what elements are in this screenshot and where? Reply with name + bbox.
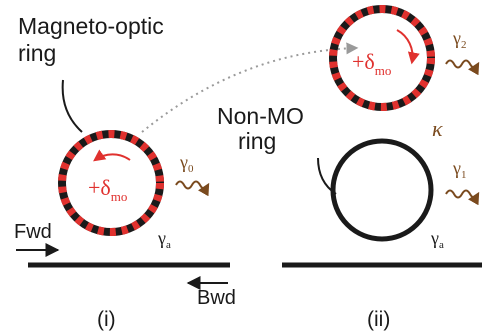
bwd-label: Bwd xyxy=(197,287,236,309)
gamma-0-label: γ0 xyxy=(179,152,194,175)
mo-label-pointer xyxy=(61,79,83,133)
gamma-a-label-ii: γa xyxy=(430,228,444,251)
non-mo-label-line1: Non-MO xyxy=(217,103,304,129)
gamma-1-label: γ1 xyxy=(452,158,466,181)
gamma-2-label: γ2 xyxy=(452,28,466,51)
radiation-wave-0 xyxy=(175,180,210,197)
cw-arrow-ii xyxy=(396,29,420,65)
panel-ii: +δmo γ2 κ Non-MO ring γ1 γa (ii) xyxy=(217,5,482,331)
gamma-a-label-i: γa xyxy=(157,228,171,251)
mo-ring-ii xyxy=(329,5,435,111)
mo-ring-label-line2: ring xyxy=(18,40,56,66)
fwd-label: Fwd xyxy=(14,221,52,243)
mo-ring-label-line1: Magneto-optic xyxy=(18,13,164,39)
delta-mo-i: +δmo xyxy=(88,175,127,204)
delta-mo-ii: +δmo xyxy=(352,49,391,78)
panel-i: Magneto-optic ring +δmo γ0 γa Fwd Bwd (i… xyxy=(14,13,236,331)
radiation-wave-1 xyxy=(445,189,480,206)
kappa-label: κ xyxy=(432,116,443,141)
ccw-arrow-i xyxy=(93,149,131,162)
panel-ii-label: (ii) xyxy=(367,308,390,331)
non-mo-label-line2: ring xyxy=(238,128,276,154)
panel-i-label: (i) xyxy=(97,308,116,331)
mo-ring-i xyxy=(58,130,164,236)
transfer-arrow xyxy=(141,42,359,133)
radiation-wave-2 xyxy=(445,59,480,76)
non-mo-ring xyxy=(330,138,434,242)
